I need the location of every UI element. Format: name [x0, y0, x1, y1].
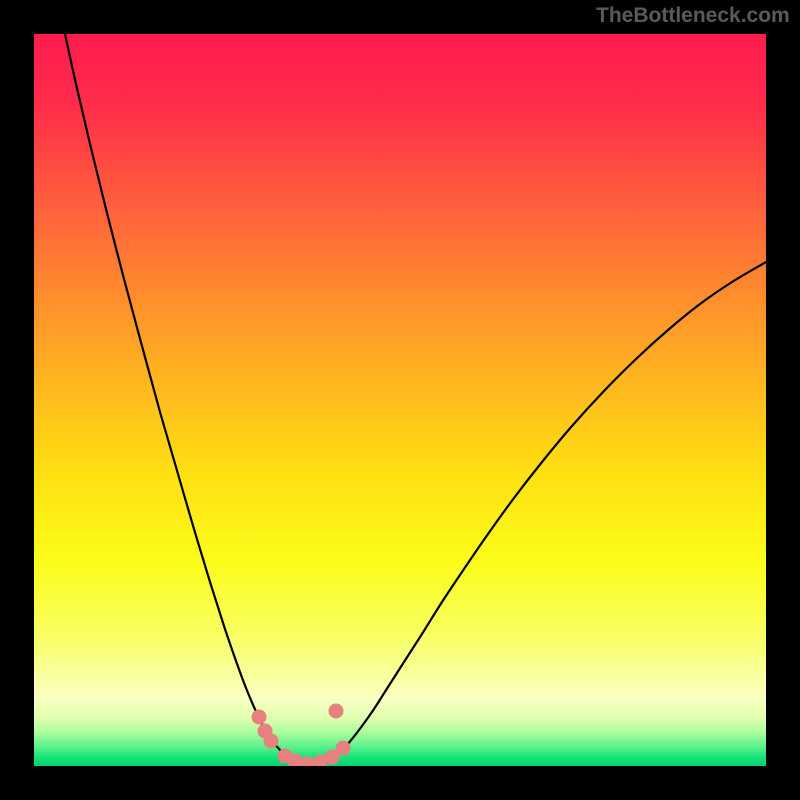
marker-point [329, 704, 344, 719]
marker-point [336, 741, 351, 756]
marker-point [252, 710, 267, 725]
chart-svg [34, 34, 766, 766]
right-curve [307, 262, 766, 764]
left-curve [65, 34, 307, 764]
plot-area [34, 34, 766, 766]
canvas-root: TheBottleneck.com [0, 0, 800, 800]
watermark-text: TheBottleneck.com [596, 4, 790, 28]
markers-group [252, 704, 351, 767]
marker-point [264, 734, 279, 749]
